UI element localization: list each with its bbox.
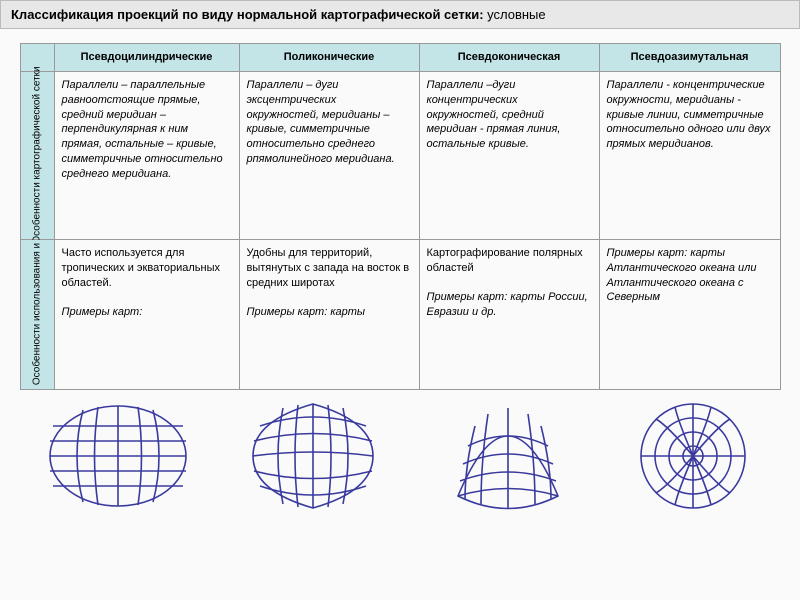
col-header-1: Псевдоцилиндрические: [54, 44, 239, 72]
projection-table: Псевдоцилиндрические Поликонические Псев…: [20, 43, 781, 390]
cell-r2c2-examples: Примеры карт: карты: [247, 306, 366, 318]
row-header-2: Особенности использования и: [20, 239, 54, 389]
pseudocylindrical-icon: [43, 396, 193, 516]
polyconic-icon: [238, 396, 388, 516]
title-bold: Классификация проекций по виду нормально…: [11, 7, 484, 22]
cell-r2c1: Часто используется для тропических и экв…: [54, 239, 239, 389]
row-features: Особенности картографической сетки Парал…: [20, 71, 780, 239]
cell-r1c1: Параллели – параллельные равноотстоящие …: [54, 71, 239, 239]
col-header-2: Поликонические: [239, 44, 419, 72]
cell-r2c3-text: Картографирование полярных областей: [427, 247, 583, 274]
pseudoconic-icon: [433, 396, 583, 516]
row-header-2-label: Особенности использования и: [30, 243, 44, 385]
header-row: Псевдоцилиндрические Поликонические Псев…: [20, 44, 780, 72]
col-header-3: Псевдоконическая: [419, 44, 599, 72]
diagram-row: [20, 396, 780, 516]
cell-r2c2: Удобны для территорий, вытянутых с запад…: [239, 239, 419, 389]
row-usage: Особенности использования и Часто исполь…: [20, 239, 780, 389]
title-bar: Классификация проекций по виду нормально…: [0, 0, 800, 29]
row-header-1-label: Особенности картографической сетки: [30, 67, 44, 244]
cell-r2c4-text: Примеры карт: карты Атлантического океан…: [607, 247, 757, 304]
cell-r2c1-examples: Примеры карт:: [62, 306, 143, 318]
cell-r2c2-text: Удобны для территорий, вытянутых с запад…: [247, 247, 410, 289]
cell-r2c3-examples: Примеры карт: карты России, Евразии и др…: [427, 291, 588, 318]
cell-r1c2: Параллели – дуги эксцентрических окружно…: [239, 71, 419, 239]
cell-r2c1-text: Часто используется для тропических и экв…: [62, 247, 221, 289]
cell-r1c4: Параллели - концентрические окружности, …: [599, 71, 780, 239]
title-rest: условные: [484, 7, 546, 22]
cell-r1c3: Параллели –дуги концентрических окружнос…: [419, 71, 599, 239]
cell-r2c4: Примеры карт: карты Атлантического океан…: [599, 239, 780, 389]
pseudoazimuthal-icon: [628, 396, 758, 516]
col-header-4: Псевдоазимутальная: [599, 44, 780, 72]
cell-r2c3: Картографирование полярных областей Прим…: [419, 239, 599, 389]
row-header-1: Особенности картографической сетки: [20, 71, 54, 239]
